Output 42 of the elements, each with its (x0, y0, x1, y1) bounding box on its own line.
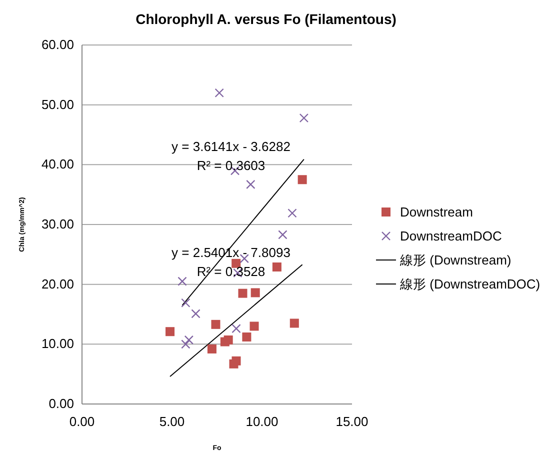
legend-label: Downstream (400, 204, 473, 220)
point (250, 288, 260, 298)
point (211, 320, 220, 329)
point (272, 262, 282, 272)
point (250, 322, 259, 331)
point (299, 113, 309, 123)
point (242, 332, 252, 342)
y-tick-label: 50.00 (41, 96, 74, 112)
y-tick-label: 40.00 (41, 156, 74, 172)
x-tick-label: 10.00 (246, 414, 278, 429)
annotation: y = 3.6141x - 3.6282 (172, 139, 290, 154)
x-tick-label: 0.00 (69, 414, 95, 429)
x-tick-label: 15.00 (336, 414, 368, 429)
point (178, 276, 187, 286)
legend-label: 線形 (Downstream) (399, 252, 512, 268)
legend-label: 線形 (DownstreamDOC) (399, 276, 540, 292)
point (232, 356, 241, 366)
point (207, 344, 216, 354)
y-tick-label: 0.00 (48, 396, 74, 411)
legend-label: DownstreamDOC (400, 228, 502, 244)
y-tick-label: 20.00 (41, 276, 74, 292)
point (246, 180, 256, 190)
y-tick-label: 10.00 (41, 336, 74, 352)
y-tick-label: 60.00 (41, 37, 74, 52)
point (181, 298, 190, 308)
point (224, 335, 233, 344)
point (288, 208, 297, 218)
point (278, 230, 288, 240)
point (298, 175, 307, 184)
point (238, 288, 248, 298)
point (290, 318, 299, 328)
point (232, 324, 241, 334)
point (240, 254, 249, 264)
point (181, 340, 190, 349)
annotation: R² = 0.3603 (196, 158, 266, 173)
x-tick-label: 5.00 (159, 414, 185, 429)
chart-title: Chlorophyll A. versus Fo (Filamentous) (136, 11, 396, 27)
y-tick-label: 30.00 (41, 216, 74, 232)
point (166, 327, 175, 336)
point (214, 88, 224, 98)
point (184, 335, 194, 345)
point (191, 309, 200, 318)
